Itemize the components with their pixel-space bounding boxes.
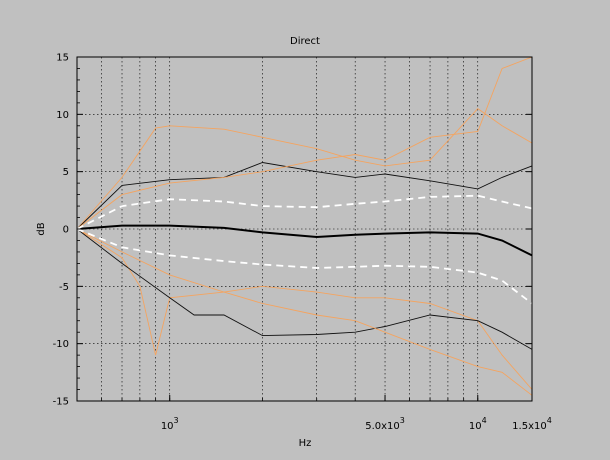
y-tick-label: 5 <box>63 167 69 178</box>
x-tick-label: 103 <box>161 416 179 432</box>
series-line-individual <box>76 108 533 230</box>
grid <box>76 56 532 402</box>
y-tick-label: -15 <box>53 397 69 408</box>
y-tick-label: -5 <box>59 282 69 293</box>
series-line-lower-spread <box>76 228 533 305</box>
series-line-individual <box>76 228 533 350</box>
series-line-individual <box>76 228 533 396</box>
y-tick-label: 10 <box>56 110 69 121</box>
series-line-upper-spread <box>76 194 533 230</box>
chart-title: Direct <box>290 36 320 47</box>
y-axis-label: dB <box>36 222 47 235</box>
series-line-individual <box>76 228 533 390</box>
y-tick-label: 15 <box>56 53 69 64</box>
x-tick-label: 5.0x103 <box>365 416 405 432</box>
x-tick-label: 1.5x104 <box>512 416 552 432</box>
axes: -15 -10 -5 0 5 10 15 103 5.0x103 104 1.5x104 <box>53 53 552 433</box>
y-tick-label: 0 <box>63 225 69 236</box>
series-line-individual <box>76 56 533 230</box>
series-line-mean <box>76 224 533 257</box>
series-lines <box>76 56 533 396</box>
y-tick-label: -10 <box>53 339 69 350</box>
x-axis-label: Hz <box>299 438 312 449</box>
series-line-individual <box>76 162 533 230</box>
x-tick-label: 104 <box>469 416 487 432</box>
